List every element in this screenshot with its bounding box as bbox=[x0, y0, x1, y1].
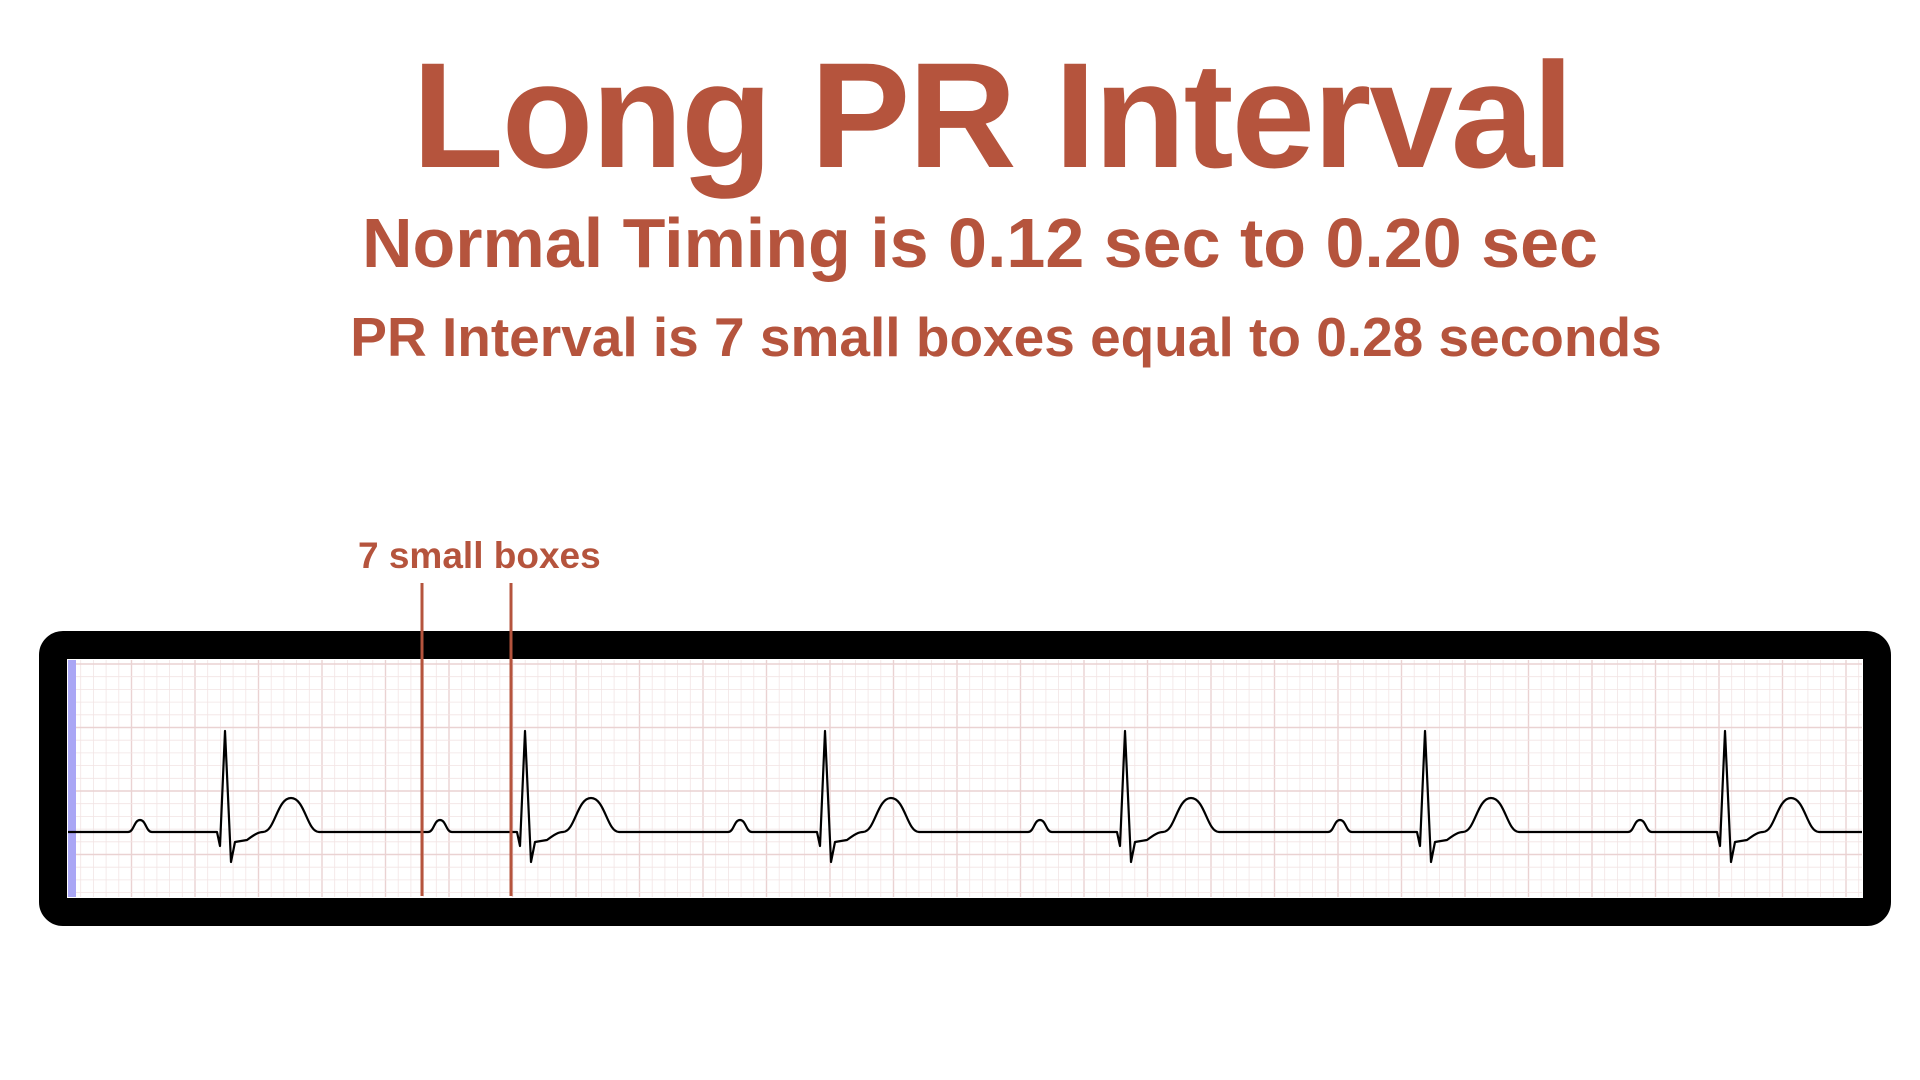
ecg-grid bbox=[68, 660, 1862, 897]
pr-interval-measurement: PR Interval is 7 small boxes equal to 0.… bbox=[350, 306, 1662, 368]
normal-timing-subtitle: Normal Timing is 0.12 sec to 0.20 sec bbox=[362, 204, 1598, 282]
page-title: Long PR Interval bbox=[412, 31, 1574, 199]
ecg-frame bbox=[39, 631, 1891, 926]
ecg-left-band bbox=[68, 660, 76, 897]
ecg-trace bbox=[68, 729, 1862, 864]
pr-interval-annotation-label: 7 small boxes bbox=[358, 535, 601, 576]
